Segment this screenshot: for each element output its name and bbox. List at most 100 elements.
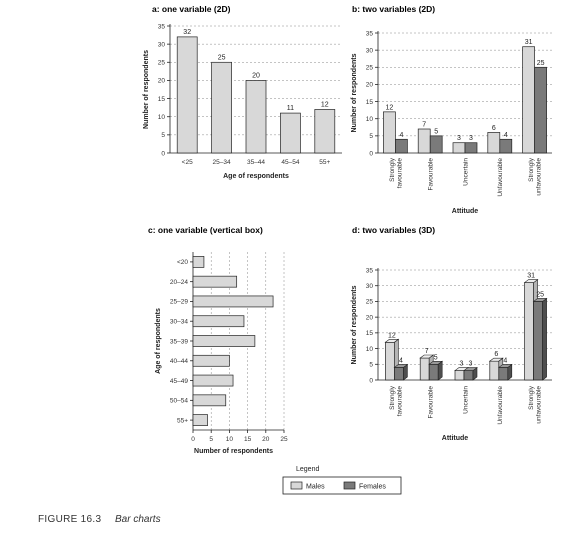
bar: [192, 315, 245, 328]
legend-item: Males: [306, 484, 325, 491]
bar: [280, 112, 301, 154]
y-axis-label: Number of respondents: [143, 50, 150, 129]
y-tick-label: 20: [366, 82, 374, 89]
y-tick-label: <20: [177, 259, 188, 266]
data-label: 3: [460, 361, 464, 368]
bar-females-top: [532, 298, 548, 302]
y-tick-label: 30: [366, 47, 374, 54]
bar-males-front: [385, 341, 395, 381]
x-tick-label: favourable: [396, 158, 403, 189]
x-tick-label: Uncertain: [462, 158, 469, 186]
bar-females-front: [498, 367, 509, 381]
data-label: 6: [494, 351, 498, 358]
figure-caption: FIGURE 16.3 Bar charts: [38, 514, 161, 525]
bar: [192, 394, 227, 407]
x-tick-label: 55+: [319, 159, 330, 166]
bar-males-top: [384, 338, 400, 343]
y-tick-label: 25: [158, 60, 166, 67]
y-tick-label: 5: [369, 133, 373, 140]
y-tick-label: 35–39: [170, 338, 188, 345]
x-tick-label: Favourable: [428, 386, 435, 419]
chart-a: a: one variable (2D) 0 5 10 15 20 25 30 35 Number…: [143, 4, 342, 180]
legend-swatch-males: [290, 481, 303, 490]
data-label: 11: [287, 105, 294, 112]
y-tick-label: 0: [369, 150, 373, 157]
x-tick-label-group: Strongly favourable: [389, 385, 404, 416]
y-tick-label: 10: [366, 116, 374, 123]
x-tick-label: Uncertain: [462, 386, 469, 414]
bar-females: [499, 138, 513, 154]
y-axis-label: Number of respondents: [351, 53, 358, 132]
x-tick-label-group: Strongly favourable: [389, 157, 404, 188]
bar: [211, 61, 232, 154]
x-axis-label: Attitude: [442, 435, 469, 442]
y-tick-label: 20: [158, 78, 166, 85]
data-label: 12: [388, 332, 396, 339]
data-label: 25: [218, 54, 226, 61]
bar-females: [429, 135, 443, 154]
bar-males-front: [419, 357, 430, 381]
x-tick-label: Strongly: [528, 385, 535, 410]
bar-females-top: [393, 364, 409, 368]
data-label: 12: [386, 104, 394, 111]
x-axis-label: Attitude: [452, 208, 479, 215]
x-tick-label: Strongly: [389, 385, 396, 410]
data-label: 32: [183, 29, 191, 36]
y-tick-label: 20: [366, 314, 374, 321]
x-axis-label: Age of respondents: [223, 173, 289, 180]
y-tick-label: 10: [366, 346, 374, 353]
y-tick-label: 50–54: [170, 398, 188, 405]
data-label: 31: [525, 39, 533, 46]
x-tick-label: 0: [191, 436, 195, 443]
chart-c-title: c: one variable (vertical box): [148, 225, 263, 235]
chart-b-title: b: two variables (2D): [352, 4, 435, 14]
bar-males-front: [524, 282, 534, 381]
bar: [192, 295, 274, 308]
x-axis-label: Number of respondents: [194, 448, 273, 455]
data-label: 6: [492, 125, 496, 132]
bar: [192, 275, 238, 288]
bar: [176, 36, 198, 154]
chart-d: d: two variables (3D)05101520253035Numbe…: [351, 225, 552, 442]
x-tick-label-group: Favourable: [428, 386, 435, 419]
bar-males: [452, 142, 466, 154]
x-tick-label-group: Strongly unfavourable: [528, 385, 543, 423]
data-label: 12: [321, 101, 329, 108]
data-label: 4: [504, 132, 508, 139]
data-label: 3: [469, 135, 473, 142]
x-tick-label: Strongly: [528, 157, 535, 182]
x-tick-label-group: Unfavourable: [497, 386, 504, 425]
y-tick-label: 40–44: [170, 358, 188, 365]
chart-b: b: two variables (2D)05101520253035Numbe…: [351, 4, 552, 215]
x-tick-label-group: Uncertain: [462, 158, 469, 186]
bar-females-top: [463, 367, 478, 371]
x-tick-label: <25: [182, 159, 193, 166]
data-label: 25: [536, 291, 544, 298]
x-tick-label: unfavourable: [536, 158, 543, 196]
y-tick-label: 25: [366, 299, 374, 306]
data-label: 5: [434, 354, 438, 361]
x-tick-label: 5: [209, 436, 213, 443]
data-label: 4: [503, 357, 507, 364]
x-tick-label: 45–54: [281, 159, 299, 166]
data-label: 20: [252, 72, 260, 79]
y-tick-label: 25–29: [170, 299, 188, 306]
y-tick-label: 5: [161, 132, 165, 139]
y-tick-label: 20–24: [170, 279, 188, 286]
bar: [245, 80, 267, 154]
data-label: 7: [425, 348, 429, 355]
bar-females-top: [497, 364, 513, 368]
y-tick-label: 10: [158, 114, 166, 121]
x-tick-label: 35–44: [247, 159, 265, 166]
x-tick-label: Strongly: [389, 157, 396, 182]
y-tick-label: 15: [366, 330, 374, 337]
bar: [192, 256, 205, 268]
x-tick-label: 20: [262, 436, 270, 443]
legend: Legend Males Females: [282, 466, 402, 495]
bar-females-front: [428, 363, 439, 381]
data-label: 5: [434, 128, 438, 135]
x-tick-label: 10: [226, 436, 234, 443]
y-axis-label: Number of respondents: [351, 285, 358, 364]
x-tick-label: 25–34: [213, 159, 231, 166]
y-tick-label: 35: [366, 30, 374, 37]
